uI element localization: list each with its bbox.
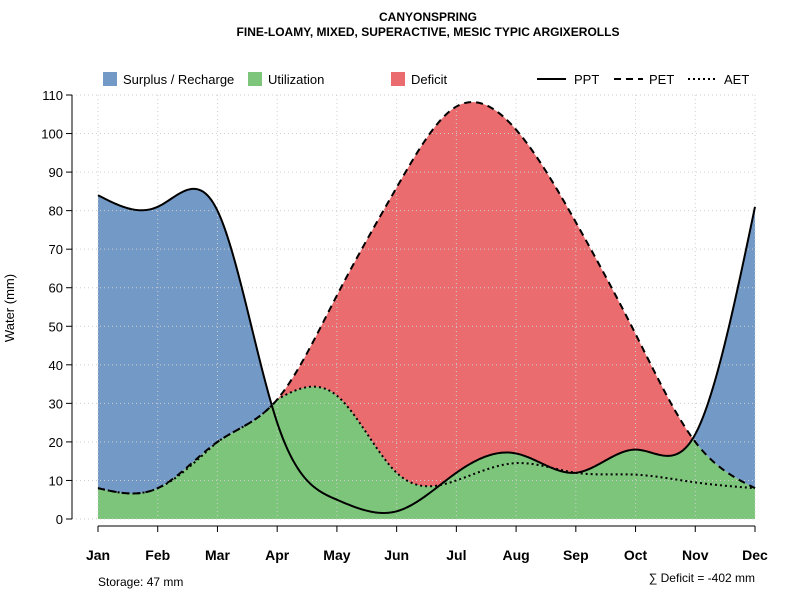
y-tick-label-8: 80 xyxy=(49,204,63,219)
area-deficit xyxy=(98,102,755,494)
y-tick-label-11: 110 xyxy=(42,88,63,103)
x-tick-label-mar: Mar xyxy=(205,547,230,563)
line-pet xyxy=(97,101,756,495)
area-surplus xyxy=(98,102,755,494)
x-tick-label-jul: Jul xyxy=(446,547,466,563)
chart-subtitle: FINE-LOAMY, MIXED, SUPERACTIVE, MESIC TY… xyxy=(237,25,620,39)
y-tick-label-1: 10 xyxy=(49,473,63,488)
legend-label-utilization: Utilization xyxy=(268,72,324,87)
axes: 0 10 20 30 40 50 60 70 80 90 100 110 Jan Feb Mar Apr May… xyxy=(41,88,768,563)
legend-swatch-deficit xyxy=(391,72,405,86)
legend-swatch-surplus xyxy=(103,72,117,86)
deficit-annotation: ∑ Deficit = -402 mm xyxy=(649,571,755,585)
x-tick-label-oct: Oct xyxy=(624,547,648,563)
line-ppt xyxy=(97,187,756,514)
legend: Surplus / Recharge Utilization Deficit P… xyxy=(103,72,749,87)
y-tick-label-7: 70 xyxy=(49,242,63,257)
legend-label-deficit: Deficit xyxy=(411,72,448,87)
y-axis-label: Water (mm) xyxy=(2,274,17,342)
y-tick-label-3: 30 xyxy=(49,396,63,411)
y-tick-label-9: 90 xyxy=(49,165,63,180)
x-tick-label-jan: Jan xyxy=(86,547,110,563)
legend-label-aet: AET xyxy=(724,72,749,87)
storage-annotation: Storage: 47 mm xyxy=(98,575,183,589)
x-tick-label-may: May xyxy=(323,547,350,563)
x-tick-label-apr: Apr xyxy=(265,547,290,563)
legend-swatch-utilization xyxy=(248,72,262,86)
x-tick-label-feb: Feb xyxy=(145,547,170,563)
y-tick-label-6: 60 xyxy=(49,281,63,296)
y-tick-label-0: 0 xyxy=(56,512,63,527)
grid-lines xyxy=(72,94,756,520)
x-tick-label-dec: Dec xyxy=(742,547,768,563)
x-tick-label-sep: Sep xyxy=(563,547,589,563)
x-tick-label-jun: Jun xyxy=(384,547,409,563)
x-tick-label-nov: Nov xyxy=(682,547,709,563)
series-lines xyxy=(97,101,756,514)
legend-label-pet: PET xyxy=(649,72,674,87)
area-fills xyxy=(98,102,755,519)
y-tick-label-2: 20 xyxy=(49,435,63,450)
line-aet xyxy=(97,385,756,495)
y-tick-label-5: 50 xyxy=(49,319,63,334)
x-tick-label-aug: Aug xyxy=(502,547,529,563)
y-tick-label-10: 100 xyxy=(41,127,63,142)
y-tick-label-4: 40 xyxy=(49,358,63,373)
chart-title: CANYONSPRING xyxy=(379,10,477,24)
legend-label-surplus: Surplus / Recharge xyxy=(123,72,234,87)
legend-label-ppt: PPT xyxy=(574,72,599,87)
area-utilization xyxy=(98,386,755,519)
